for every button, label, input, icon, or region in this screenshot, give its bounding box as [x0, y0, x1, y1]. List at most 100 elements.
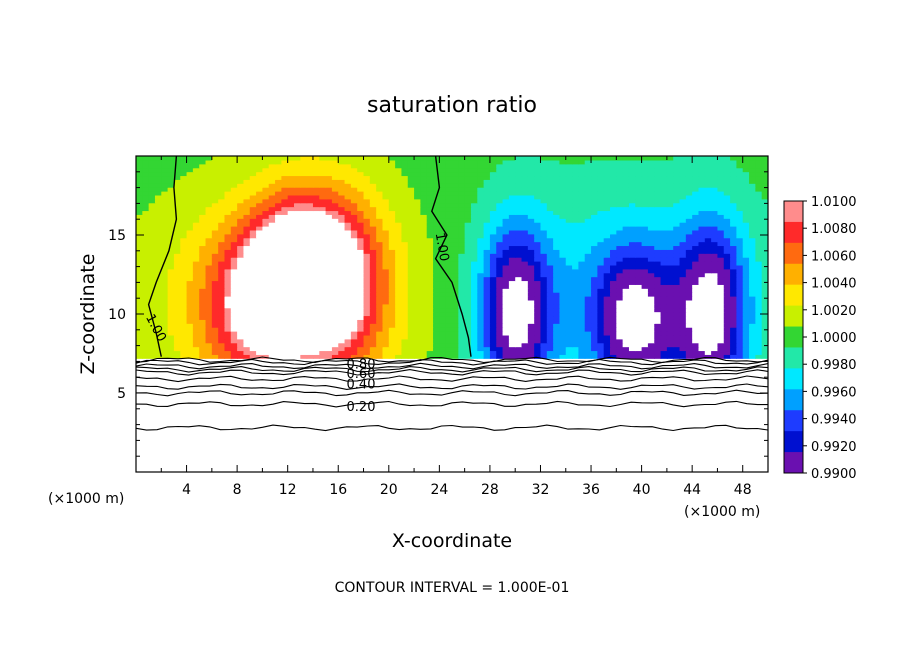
field-cell [692, 296, 700, 301]
field-cell [502, 249, 510, 254]
field-cell [666, 311, 674, 317]
field-cell [205, 303, 213, 309]
field-cell [205, 179, 213, 184]
field-cell [647, 331, 655, 336]
field-cell [749, 167, 756, 173]
field-cell [218, 288, 226, 293]
field-cell [616, 311, 624, 317]
field-cell [192, 249, 200, 254]
field-cell [262, 338, 270, 344]
field-cell [154, 354, 162, 359]
field-cell [565, 253, 573, 258]
field-cell [357, 202, 365, 208]
field-cell [723, 206, 731, 212]
field-cell [401, 338, 409, 344]
field-cell [647, 171, 655, 177]
field-cell [249, 245, 257, 250]
field-cell [673, 249, 681, 254]
field-cell [458, 307, 466, 313]
field-cell [180, 163, 188, 169]
field-cell [496, 323, 504, 328]
field-cell [350, 167, 358, 173]
field-cell [666, 194, 674, 200]
field-cell [186, 245, 194, 250]
field-cell [572, 319, 579, 324]
field-cell [433, 218, 440, 223]
field-cell [237, 338, 245, 344]
field-cell [711, 319, 719, 324]
field-cell [483, 229, 491, 235]
field-cell [647, 167, 655, 173]
field-cell [521, 311, 529, 317]
field-cell [382, 253, 390, 258]
field-cell [154, 257, 162, 262]
field-cell [275, 253, 282, 258]
field-cell [148, 167, 156, 173]
field-cell [218, 311, 226, 317]
field-cell [464, 167, 472, 173]
field-cell [445, 241, 453, 247]
field-cell [572, 226, 579, 231]
field-cell [723, 237, 731, 243]
field-cell [647, 327, 655, 332]
field-cell [610, 299, 617, 305]
field-cell [584, 183, 592, 188]
field-cell [736, 338, 744, 344]
field-cell [331, 179, 339, 184]
field-cell [761, 191, 768, 196]
field-cell [553, 264, 561, 270]
field-cell [546, 241, 554, 247]
field-cell [154, 194, 162, 200]
field-cell [565, 187, 573, 192]
field-cell [654, 241, 662, 247]
field-cell [325, 307, 333, 313]
field-cell [338, 237, 346, 243]
field-cell [180, 284, 188, 289]
field-cell [660, 354, 668, 359]
field-cell [199, 253, 207, 258]
field-cell [243, 202, 251, 208]
field-cell [167, 194, 175, 200]
field-cell [325, 257, 333, 262]
field-cell [660, 257, 668, 262]
field-cell [553, 288, 561, 293]
field-cell [603, 323, 611, 328]
field-cell [433, 296, 440, 301]
field-cell [603, 331, 611, 336]
field-cell [698, 191, 706, 196]
field-cell [452, 315, 459, 320]
field-cell [205, 233, 213, 239]
field-cell [420, 338, 428, 344]
field-cell [420, 229, 428, 235]
field-cell [350, 338, 358, 344]
field-cell [477, 194, 485, 200]
field-cell [357, 179, 365, 184]
field-cell [275, 261, 282, 266]
field-cell [300, 354, 308, 359]
field-cell [641, 183, 649, 188]
field-cell [704, 171, 712, 177]
field-cell [382, 198, 390, 204]
field-cell [192, 167, 200, 173]
field-cell [647, 191, 655, 196]
field-cell [641, 167, 649, 173]
field-cell [692, 319, 700, 324]
field-cell [654, 214, 662, 219]
field-cell [647, 241, 655, 247]
field-cell [136, 284, 143, 289]
field-cell [521, 229, 529, 235]
field-cell [508, 206, 516, 212]
field-cell [262, 299, 270, 305]
field-cell [616, 229, 624, 235]
field-cell [388, 202, 396, 208]
field-cell [559, 268, 567, 274]
field-cell [426, 179, 434, 184]
field-cell [616, 280, 624, 285]
field-cell [521, 284, 529, 289]
field-cell [489, 334, 497, 340]
field-cell [262, 179, 270, 184]
field-cell [243, 194, 251, 200]
field-cell [287, 191, 295, 196]
field-cell [496, 315, 504, 320]
field-cell [300, 218, 308, 223]
